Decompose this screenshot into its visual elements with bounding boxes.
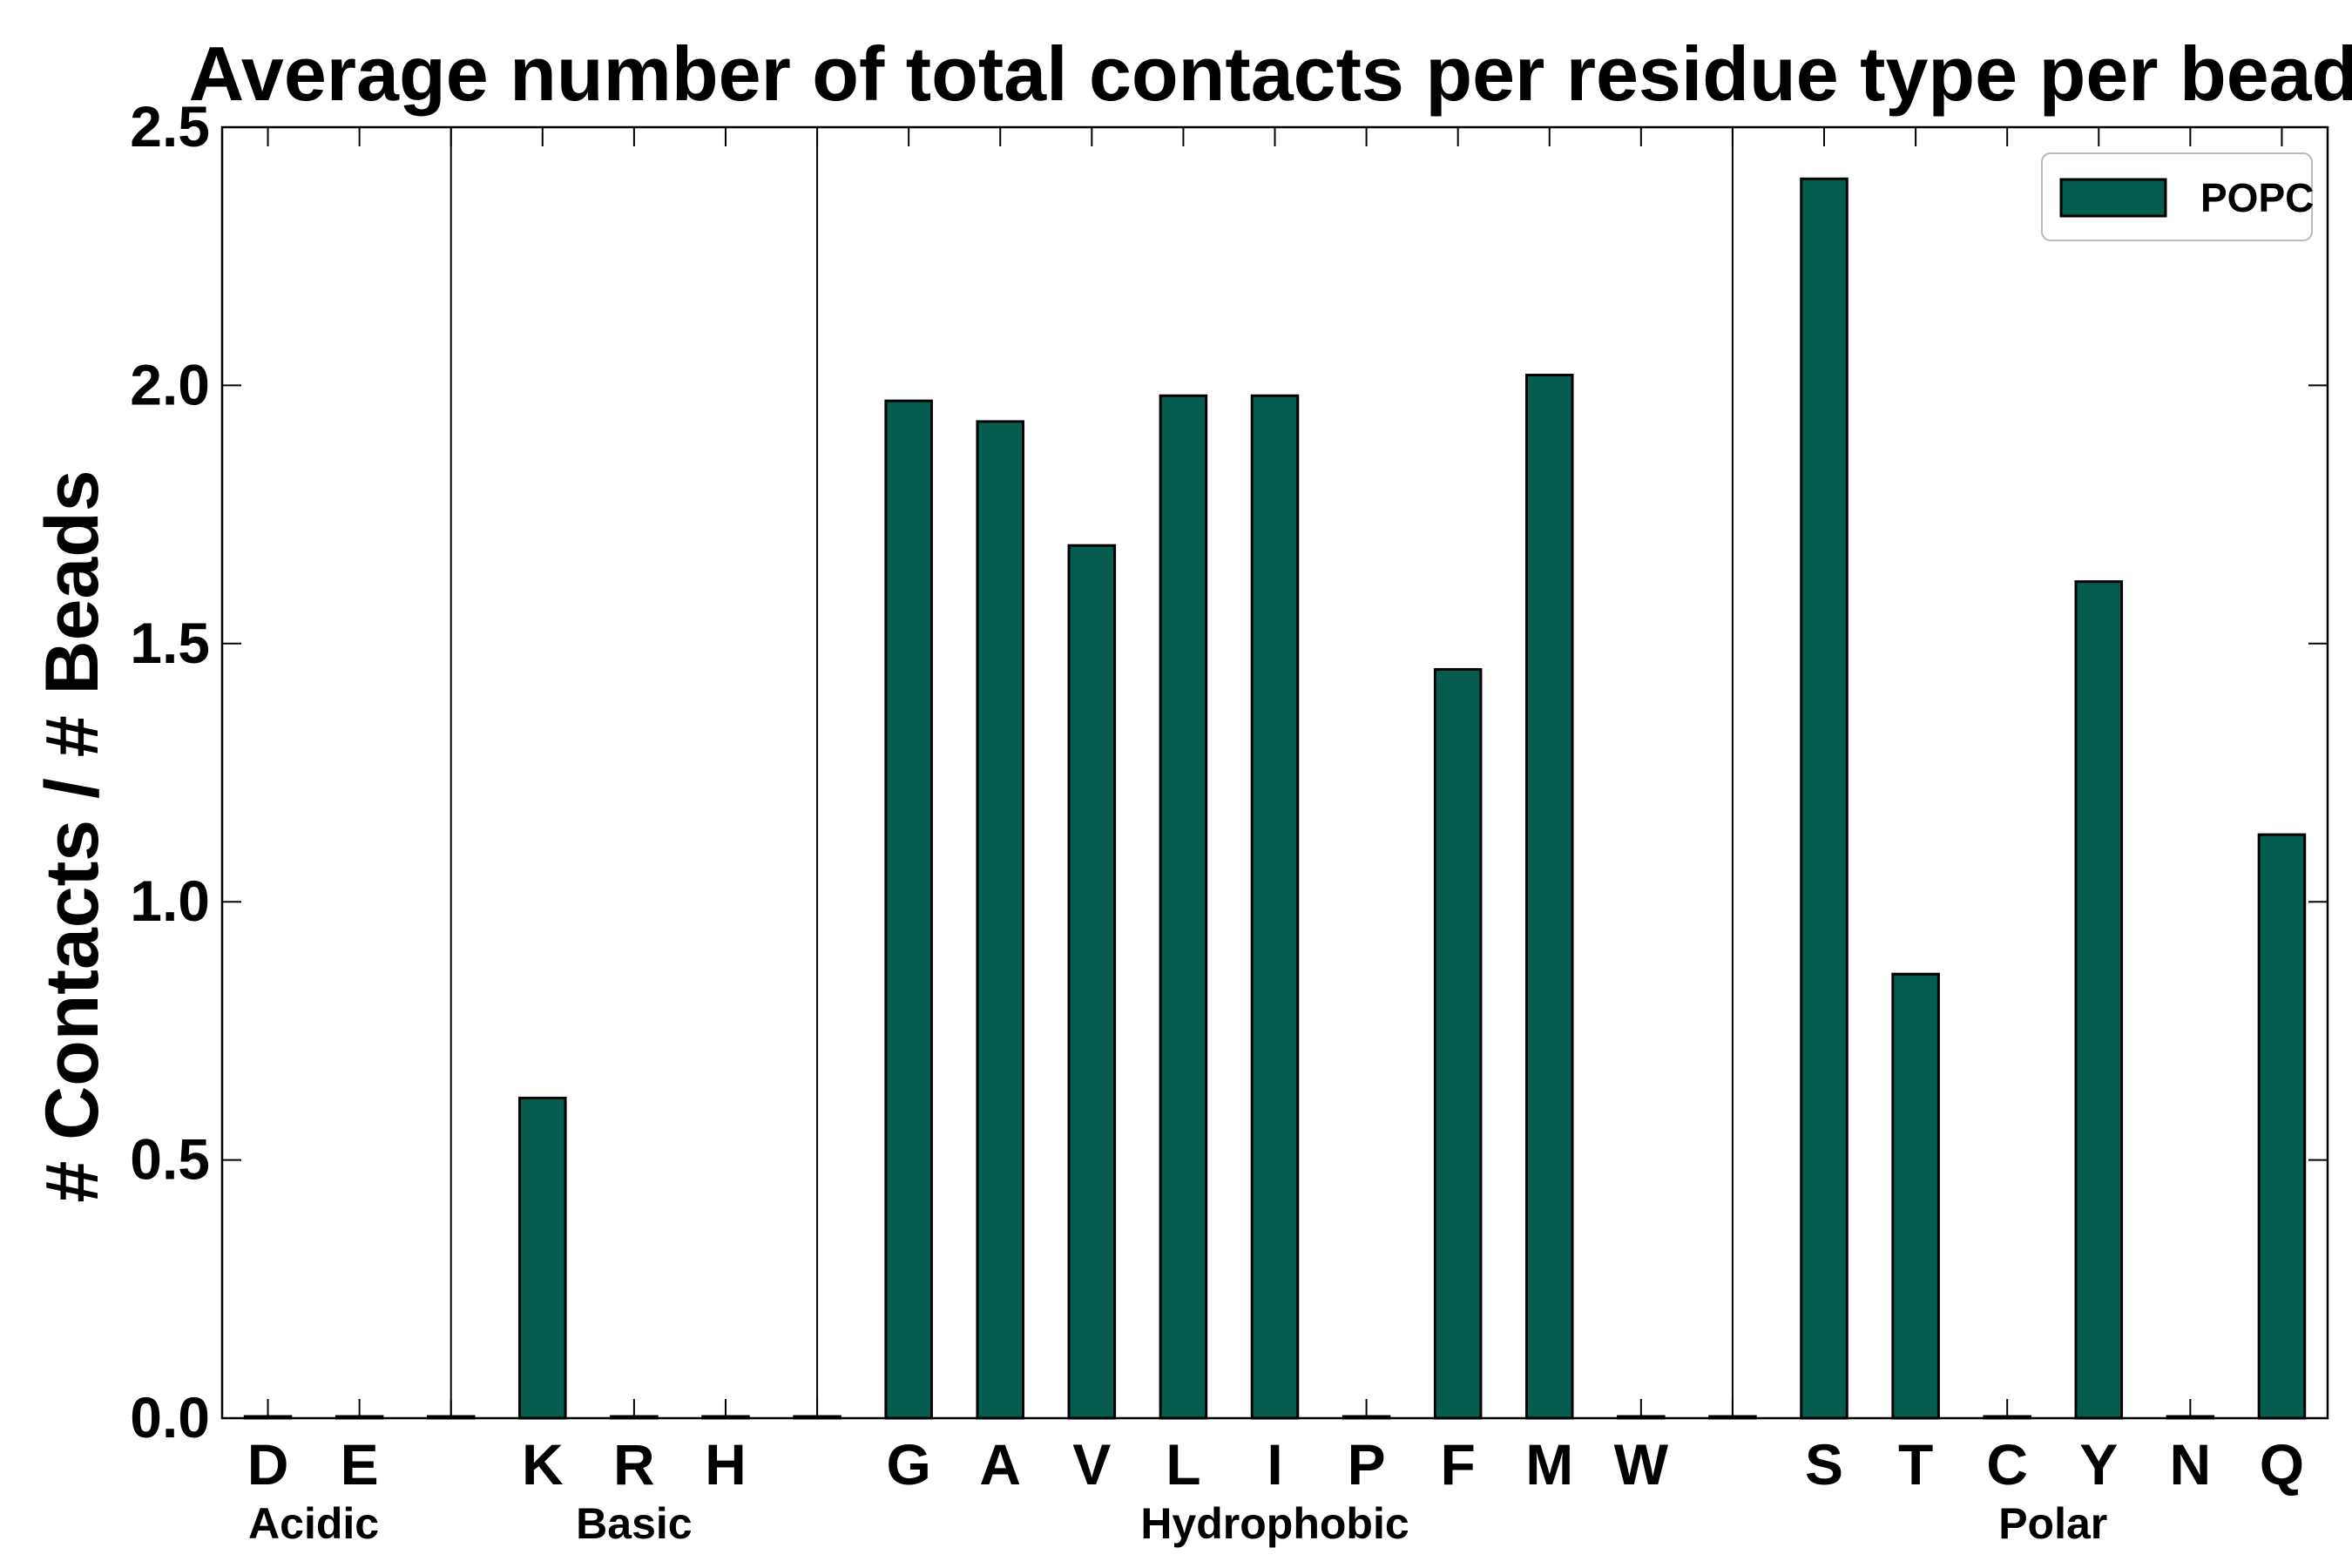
bar-spacer	[1708, 1415, 1757, 1420]
bar-spacer	[426, 1415, 476, 1420]
legend-swatch-popc	[2059, 178, 2167, 218]
group-label-hydrophobic: Hydrophobic	[1140, 1499, 1409, 1548]
x-category-label-W: W	[1614, 1432, 1669, 1497]
bar-K	[518, 1096, 567, 1420]
x-category-label-G: G	[886, 1432, 930, 1497]
bar-I	[1250, 394, 1300, 1420]
x-category-label-Y: Y	[2079, 1432, 2118, 1497]
x-category-label-T: T	[1898, 1432, 1933, 1497]
bar-V	[1067, 544, 1117, 1420]
bar-C	[1983, 1415, 2031, 1420]
y-tick-label: 1.0	[130, 868, 210, 933]
legend-box	[2041, 152, 2313, 241]
bar-N	[2166, 1415, 2215, 1420]
x-category-label-K: K	[522, 1432, 564, 1497]
x-category-label-H: H	[705, 1432, 747, 1497]
bar-D	[243, 1415, 293, 1420]
x-category-label-S: S	[1805, 1432, 1843, 1497]
bar-H	[701, 1415, 750, 1420]
bar-G	[884, 399, 933, 1420]
y-tick-label: 0.0	[130, 1385, 210, 1450]
x-category-label-N: N	[2170, 1432, 2212, 1497]
bar-Q	[2257, 833, 2307, 1420]
y-tick-label: 1.5	[130, 611, 210, 675]
x-category-label-L: L	[1166, 1432, 1200, 1497]
bar-spacer	[793, 1415, 841, 1420]
group-label-basic: Basic	[576, 1499, 692, 1548]
bar-R	[610, 1415, 659, 1420]
group-label-acidic: Acidic	[248, 1499, 379, 1548]
y-tick-label: 0.5	[130, 1127, 210, 1192]
y-tick-label: 2.0	[130, 352, 210, 416]
chart-title: Average number of total contacts per res…	[189, 30, 2352, 117]
bar-W	[1617, 1415, 1666, 1420]
legend-label-popc: POPC	[2200, 175, 2314, 220]
y-axis-label: # Contacts / # Beads	[30, 470, 114, 1202]
x-category-label-D: D	[247, 1432, 289, 1497]
y-tick-label: 2.5	[130, 94, 210, 159]
group-label-polar: Polar	[1998, 1499, 2107, 1548]
x-category-label-E: E	[341, 1432, 379, 1497]
x-category-label-R: R	[613, 1432, 655, 1497]
x-category-label-A: A	[979, 1432, 1021, 1497]
bar-M	[1524, 374, 1574, 1420]
bar-F	[1433, 667, 1483, 1420]
x-category-label-P: P	[1348, 1432, 1386, 1497]
plot-area: 0.0 0.5 1.0 1.5 2.0 2.5 D E K R H G A V L I P F M W S T C Y N Q Ac…	[130, 94, 2329, 1548]
x-category-label-Q: Q	[2260, 1432, 2304, 1497]
bar-E	[335, 1415, 384, 1420]
bar-A	[976, 420, 1025, 1420]
x-category-label-C: C	[1986, 1432, 2028, 1497]
bar-L	[1159, 394, 1208, 1420]
bar-S	[1800, 177, 1848, 1420]
bar-Y	[2074, 580, 2124, 1420]
x-category-label-V: V	[1072, 1432, 1111, 1497]
x-category-label-I: I	[1267, 1432, 1282, 1497]
bar-P	[1342, 1415, 1391, 1420]
x-category-label-M: M	[1525, 1432, 1573, 1497]
x-category-label-F: F	[1441, 1432, 1476, 1497]
bar-T	[1891, 972, 1940, 1420]
